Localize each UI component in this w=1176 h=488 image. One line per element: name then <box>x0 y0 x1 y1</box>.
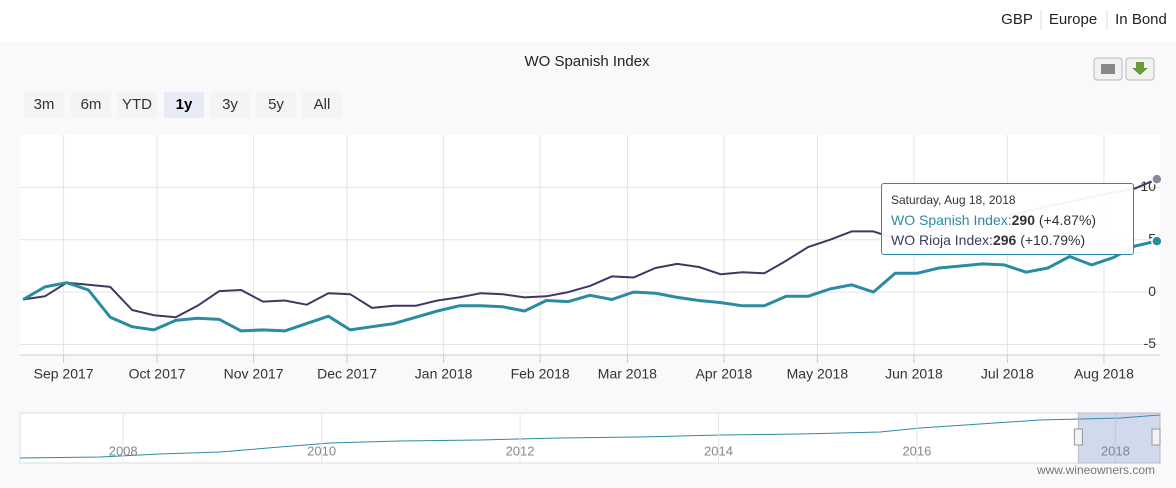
x-tick-label: Jan 2018 <box>415 366 473 382</box>
navigator-tick-label: 2008 <box>109 443 138 458</box>
range-button[interactable] <box>117 92 157 118</box>
tooltip-change: (+10.79%) <box>1020 232 1086 248</box>
y-tick-label: -5 <box>1144 335 1157 351</box>
chart-title: WO Spanish Index <box>524 53 650 70</box>
tooltip-row: WO Spanish Index:290 (+4.87%) <box>891 210 1124 230</box>
x-tick-label: Jun 2018 <box>885 366 943 382</box>
range-button[interactable] <box>24 92 64 118</box>
hover-marker <box>1151 173 1163 185</box>
tooltip-series: WO Rioja Index: <box>891 232 993 248</box>
x-tick-label: Jul 2018 <box>981 366 1034 382</box>
x-tick-label: Mar 2018 <box>598 366 657 382</box>
navigator-tick-label: 2010 <box>307 443 336 458</box>
tooltip-series: WO Spanish Index: <box>891 212 1012 228</box>
navigator-handle[interactable] <box>1151 428 1161 446</box>
range-button-label[interactable]: 3m <box>34 96 55 113</box>
currency-link[interactable]: In Bond <box>1115 11 1167 28</box>
range-button[interactable] <box>71 92 111 118</box>
x-tick-label: Dec 2017 <box>317 366 377 382</box>
tooltip: Saturday, Aug 18, 2018 WO Spanish Index:2… <box>881 183 1134 255</box>
y-tick-label: 0 <box>1148 283 1156 299</box>
range-button[interactable] <box>210 92 250 118</box>
series-line <box>22 239 1158 333</box>
currency-link[interactable]: GBP <box>1001 11 1033 28</box>
tooltip-row: WO Rioja Index:296 (+10.79%) <box>891 230 1124 250</box>
range-button-label[interactable]: All <box>314 96 331 113</box>
x-tick-label: Oct 2017 <box>129 366 186 382</box>
x-tick-label: Aug 2018 <box>1074 366 1134 382</box>
download-icon <box>1132 62 1148 75</box>
tooltip-value: 296 <box>992 232 1017 248</box>
navigator-line <box>19 414 1161 459</box>
range-button-label[interactable]: 5y <box>268 96 284 113</box>
tooltip-date: Saturday, Aug 18, 2018 <box>891 193 1016 207</box>
x-tick-label: Apr 2018 <box>696 366 753 382</box>
range-button-label[interactable]: YTD <box>122 96 152 113</box>
navigator-handle[interactable] <box>1073 428 1083 446</box>
navigator-tick-label: 2012 <box>506 443 535 458</box>
range-button[interactable] <box>256 92 296 118</box>
currency-link[interactable]: Europe <box>1049 11 1097 28</box>
range-button[interactable] <box>302 92 342 118</box>
range-button-label[interactable]: 1y <box>176 96 193 113</box>
print-icon <box>1101 64 1115 74</box>
navigator-tick-label: 2018 <box>1101 443 1130 458</box>
x-tick-label: Sep 2017 <box>34 366 94 382</box>
navigator-tick-label: 2016 <box>902 443 931 458</box>
x-tick-label: May 2018 <box>787 366 849 382</box>
tooltip-value: 290 <box>1011 212 1035 228</box>
x-tick-label: Feb 2018 <box>511 366 570 382</box>
navigator-tick-label: 2014 <box>704 443 733 458</box>
navigator-selection[interactable] <box>1077 412 1161 464</box>
range-button-label[interactable]: 6m <box>81 96 102 113</box>
x-tick-label: Nov 2017 <box>224 366 284 382</box>
range-button-label[interactable]: 3y <box>222 96 238 113</box>
tooltip-change: (+4.87%) <box>1038 212 1097 228</box>
credits[interactable]: www.wineowners.com <box>1036 463 1155 477</box>
range-button[interactable] <box>164 92 204 118</box>
hover-marker <box>1151 235 1163 247</box>
